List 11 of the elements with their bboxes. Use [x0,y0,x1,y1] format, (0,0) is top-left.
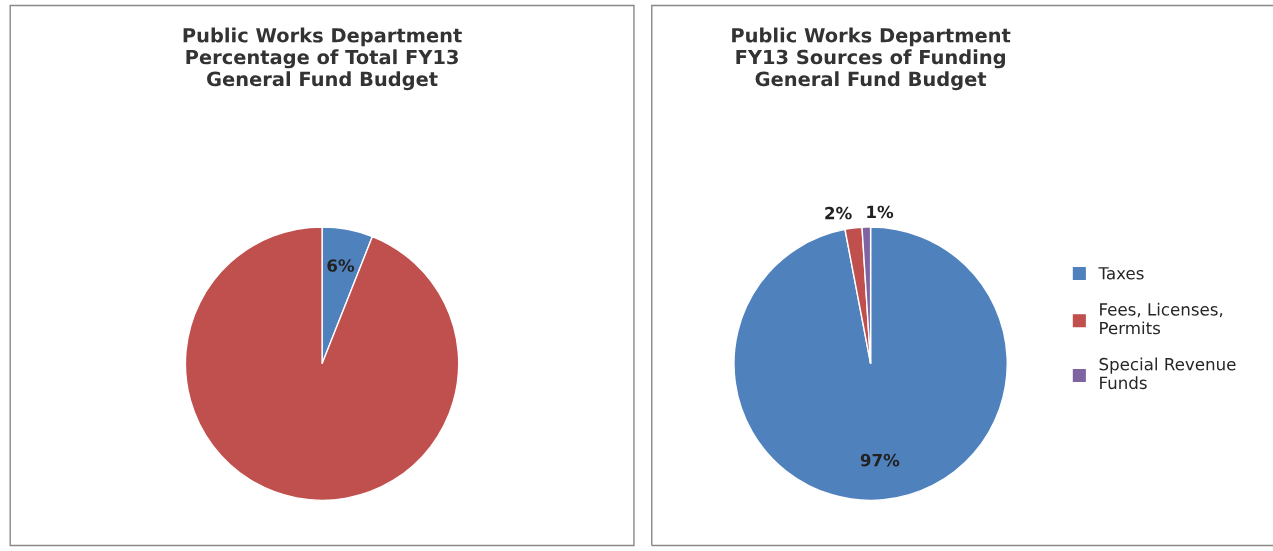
legend-label: Fees, Licenses, Permits [1100,302,1223,335]
pie-slice [184,226,460,502]
data-label: 97% [860,453,900,467]
legend-label: Taxes [1098,267,1144,280]
data-label: 2% [825,206,852,220]
chart-title: Public Works Department FY13 Sources of Funding General Fund Budget [732,27,1011,91]
legend-label: Special Revenue Funds [1099,357,1236,390]
data-label: 1% [867,205,894,219]
data-label: 6% [327,259,355,272]
chart-title: Public Works Department Percentage of Total FY13 General Fund Budget [183,27,462,91]
pie-slice [733,226,1008,502]
